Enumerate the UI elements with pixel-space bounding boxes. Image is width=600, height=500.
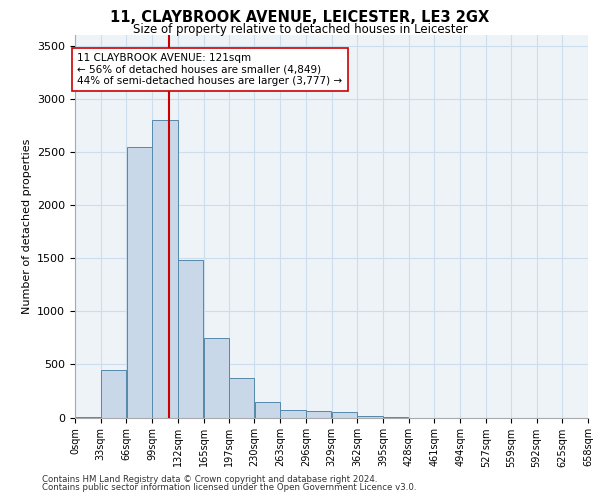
Bar <box>332 412 357 418</box>
Bar <box>152 120 178 418</box>
Bar <box>204 338 229 417</box>
Bar <box>127 146 152 418</box>
Bar <box>358 416 383 418</box>
Text: Contains public sector information licensed under the Open Government Licence v3: Contains public sector information licen… <box>42 483 416 492</box>
Text: 11 CLAYBROOK AVENUE: 121sqm
← 56% of detached houses are smaller (4,849)
44% of : 11 CLAYBROOK AVENUE: 121sqm ← 56% of det… <box>77 53 343 86</box>
Bar <box>280 410 305 418</box>
Bar <box>383 417 409 418</box>
Bar <box>254 402 280 417</box>
Y-axis label: Number of detached properties: Number of detached properties <box>22 138 32 314</box>
Text: 11, CLAYBROOK AVENUE, LEICESTER, LE3 2GX: 11, CLAYBROOK AVENUE, LEICESTER, LE3 2GX <box>110 10 490 25</box>
Text: Contains HM Land Registry data © Crown copyright and database right 2024.: Contains HM Land Registry data © Crown c… <box>42 475 377 484</box>
Bar <box>101 370 126 418</box>
Bar <box>306 410 331 418</box>
Bar <box>75 417 101 418</box>
Bar <box>229 378 254 418</box>
Bar <box>178 260 203 418</box>
Text: Size of property relative to detached houses in Leicester: Size of property relative to detached ho… <box>133 22 467 36</box>
